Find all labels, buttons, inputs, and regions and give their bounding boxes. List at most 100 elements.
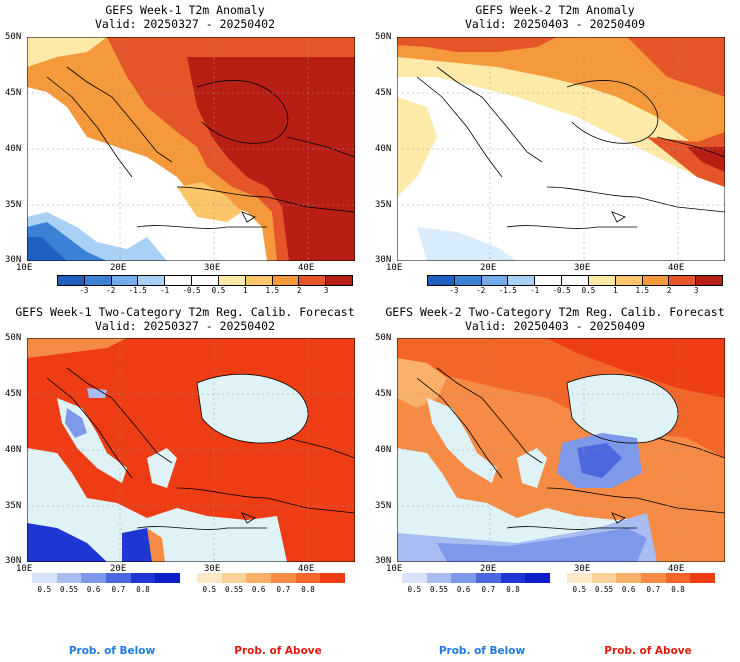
- colorbar-swatch: [246, 573, 272, 583]
- lon-label: 30E: [574, 263, 591, 273]
- lon-label: 10E: [16, 263, 33, 273]
- lon-label: 20E: [480, 263, 497, 273]
- colorbar-swatch: [155, 573, 181, 583]
- colorbar-tick-label: -1.5: [498, 286, 517, 295]
- colorbar-swatch: [56, 573, 82, 583]
- prob-below-ticks: 0.5 0.55 0.6 0.7 0.8: [402, 586, 550, 596]
- colorbar-swatch: [164, 276, 192, 285]
- colorbar-tick-label: 0.7: [481, 585, 496, 594]
- colorbar-tick-label: 1.5: [265, 286, 280, 295]
- anomaly-colorbar: [57, 275, 353, 286]
- prob-above-ticks: 0.5 0.55 0.6 0.7 0.8: [197, 586, 345, 596]
- prob-above-colorbar: [197, 573, 346, 583]
- colorbar-tick-label: 2: [296, 286, 302, 295]
- colorbar-tick-label: -3: [449, 286, 459, 295]
- colorbar-swatch: [110, 276, 138, 285]
- colorbar-swatch: [426, 573, 452, 583]
- lon-label: 40E: [668, 263, 685, 273]
- colorbar-swatch: [402, 573, 427, 583]
- anomaly-colorbar: [427, 275, 723, 286]
- colorbar-tick-label: 3: [323, 286, 329, 295]
- colorbar-tick-label: 0.6: [456, 585, 471, 594]
- colorbar-swatch: [325, 276, 352, 285]
- colorbar-swatch: [298, 276, 326, 285]
- lon-label: 10E: [16, 564, 33, 574]
- colorbar-tick-label: 0.6: [86, 585, 101, 594]
- colorbar-tick-label: 1: [243, 286, 248, 295]
- panel-title: GEFS Week-1 T2m Anomaly: [105, 3, 265, 17]
- colorbar-swatch: [197, 573, 222, 583]
- panel-valid-dates: Valid: 20250403 - 20250409: [464, 17, 645, 31]
- colorbar-swatch: [500, 573, 526, 583]
- colorbar-swatch: [507, 276, 535, 285]
- prob-above-ticks: 0.5 0.55 0.6 0.7 0.8: [567, 586, 715, 596]
- lat-label: 45N: [5, 389, 22, 399]
- lat-label: 45N: [5, 88, 22, 98]
- panel-valid-dates: Valid: 20250327 - 20250402: [94, 319, 275, 333]
- lat-label: 35N: [375, 200, 392, 210]
- prob-below-label: Prob. of Below: [68, 645, 156, 657]
- probability-map-week1: [27, 338, 355, 562]
- prob-below-ticks: 0.5 0.55 0.6 0.7 0.8: [32, 586, 180, 596]
- lat-label: 50N: [5, 333, 22, 343]
- lon-label: 40E: [668, 564, 685, 574]
- colorbar-swatch: [217, 276, 245, 285]
- colorbar-tick-label: 0.5: [202, 585, 217, 594]
- lat-label: 35N: [375, 501, 392, 511]
- colorbar-tick-label: 0.6: [621, 585, 636, 594]
- panel-title: GEFS Week-2 T2m Anomaly: [475, 3, 635, 17]
- prob-above-colorbar: [567, 573, 716, 583]
- colorbar-swatch: [428, 276, 454, 285]
- lat-label: 45N: [375, 88, 392, 98]
- colorbar-tick-label: 0.5: [407, 585, 422, 594]
- panel-week1-anomaly: GEFS Week-1 T2m Anomaly Valid: 20250327 …: [0, 0, 370, 300]
- colorbar-swatch: [476, 573, 501, 583]
- colorbar-swatch: [244, 276, 272, 285]
- colorbar-tick-label: 1: [613, 286, 618, 295]
- colorbar-swatch: [525, 573, 551, 583]
- lat-label: 50N: [375, 32, 392, 42]
- lat-label: 50N: [5, 32, 22, 42]
- colorbar-swatch: [690, 573, 716, 583]
- colorbar-swatch: [567, 573, 592, 583]
- lat-label: 40N: [375, 144, 392, 154]
- lon-label: 10E: [386, 263, 403, 273]
- lat-label: 35N: [5, 501, 22, 511]
- anomaly-colorbar-ticks: -3 -2 -1.5 -1 -0.5 0.5 1 1.5 2 3: [57, 287, 353, 297]
- anomaly-colorbar-ticks: -3 -2 -1.5 -1 -0.5 0.5 1 1.5 2 3: [427, 287, 723, 297]
- lon-label: 40E: [298, 564, 315, 574]
- colorbar-tick-label: 0.5: [581, 286, 596, 295]
- colorbar-swatch: [58, 276, 84, 285]
- lon-label: 40E: [298, 263, 315, 273]
- colorbar-tick-label: 0.5: [572, 585, 587, 594]
- colorbar-swatch: [453, 276, 481, 285]
- lon-label: 20E: [110, 263, 127, 273]
- colorbar-tick-label: 0.8: [301, 585, 315, 594]
- prob-above-label: Prob. of Above: [604, 645, 692, 657]
- colorbar-tick-label: -2: [476, 286, 486, 295]
- colorbar-tick-label: 0.7: [111, 585, 126, 594]
- colorbar-swatch: [271, 276, 299, 285]
- colorbar-tick-label: 0.55: [429, 585, 449, 594]
- colorbar-swatch: [480, 276, 508, 285]
- anomaly-map-week2: [397, 37, 725, 261]
- colorbar-tick-label: 0.8: [506, 585, 520, 594]
- lon-label: 10E: [386, 564, 403, 574]
- colorbar-swatch: [641, 573, 666, 583]
- colorbar-tick-label: -1: [160, 286, 170, 295]
- colorbar-tick-label: 0.5: [37, 585, 52, 594]
- probability-map-week2: [397, 338, 725, 562]
- colorbar-tick-label: 2: [666, 286, 672, 295]
- colorbar-tick-label: 0.8: [136, 585, 150, 594]
- colorbar-swatch: [668, 276, 696, 285]
- colorbar-swatch: [320, 573, 346, 583]
- panel-title: GEFS Week-1 Two-Category T2m Reg. Calib.…: [15, 305, 355, 319]
- colorbar-swatch: [83, 276, 111, 285]
- lat-label: 40N: [5, 445, 22, 455]
- colorbar-swatch: [614, 276, 642, 285]
- prob-below-colorbar: [402, 573, 551, 583]
- panel-week2-probability: GEFS Week-2 Two-Category T2m Reg. Calib.…: [370, 300, 740, 662]
- lat-label: 30N: [375, 556, 392, 566]
- colorbar-tick-label: -1: [530, 286, 540, 295]
- prob-below-label: Prob. of Below: [438, 645, 526, 657]
